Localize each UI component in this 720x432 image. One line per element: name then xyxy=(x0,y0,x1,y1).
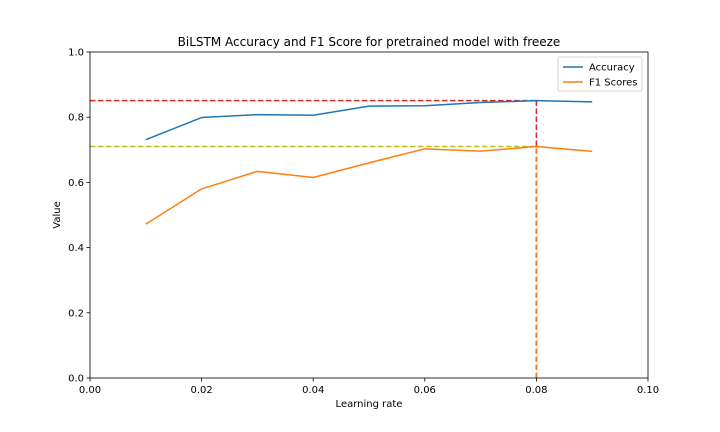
y-axis-label: Value xyxy=(52,201,63,228)
x-tick-label: 0.02 xyxy=(190,385,212,396)
x-tick-label: 0.04 xyxy=(302,385,324,396)
reference-lines xyxy=(90,99,538,378)
y-tick-label: 1.0 xyxy=(68,48,84,59)
legend-label: Accuracy xyxy=(589,63,635,74)
y-tick-label: 0.0 xyxy=(68,374,84,385)
series-lines xyxy=(145,99,593,225)
y-tick-label: 0.2 xyxy=(68,308,84,319)
legend-label: F1 Scores xyxy=(589,78,638,89)
axes xyxy=(89,51,649,379)
y-tick-label: 0.6 xyxy=(68,178,84,189)
y-tick-label: 0.8 xyxy=(68,113,84,124)
x-tick-label: 0.00 xyxy=(79,385,101,396)
legend: Accuracy F1 Scores xyxy=(557,56,643,92)
x-axis-label: Learning rate xyxy=(336,399,403,410)
chart-title: BiLSTM Accuracy and F1 Score for pretrai… xyxy=(178,35,561,49)
series-line-f1-scores xyxy=(145,145,593,225)
axes-frame xyxy=(89,51,649,379)
y-tick-label: 0.4 xyxy=(68,243,84,254)
y-axis-ticks: 0.0 0.2 0.4 0.6 0.8 1.0 xyxy=(68,48,90,385)
series-line-accuracy xyxy=(145,99,593,141)
x-tick-label: 0.10 xyxy=(637,385,659,396)
x-axis-ticks: 0.00 0.02 0.04 0.06 0.08 0.10 xyxy=(79,378,659,396)
x-tick-label: 0.06 xyxy=(414,385,436,396)
x-tick-label: 0.08 xyxy=(525,385,547,396)
